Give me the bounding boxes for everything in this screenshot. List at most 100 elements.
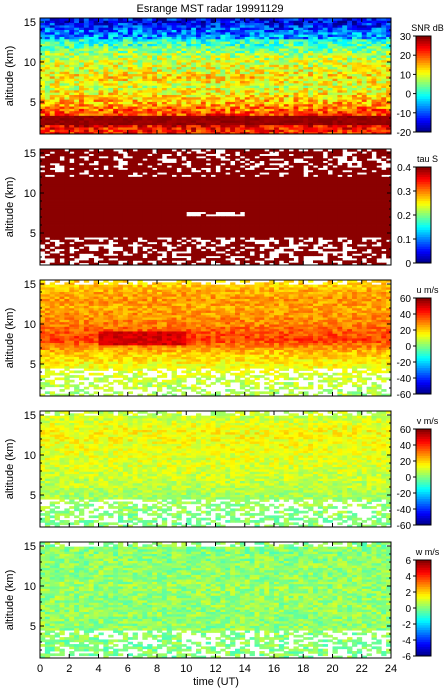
heatmap-cell (220, 41, 226, 44)
heatmap-cell (313, 92, 319, 95)
heatmap-cell (386, 62, 392, 65)
heatmap-cell (283, 122, 290, 126)
heatmap-cell (142, 115, 148, 119)
heatmap-cell (342, 36, 348, 40)
heatmap-cell (278, 69, 285, 72)
heatmap-cell (137, 232, 143, 236)
heatmap-cell (239, 57, 246, 61)
heatmap-cell (381, 127, 387, 130)
heatmap-cell (239, 260, 246, 264)
heatmap-cell (196, 20, 202, 24)
heatmap-cell (98, 20, 104, 24)
heatmap-cell (366, 31, 372, 35)
heatmap-cell (225, 108, 231, 112)
heatmap-cell (356, 85, 363, 88)
heatmap-cell (122, 209, 129, 213)
heatmap-cell (303, 211, 309, 215)
heatmap-cell (283, 66, 290, 70)
heatmap-cell (298, 225, 304, 229)
heatmap-cell (200, 225, 207, 229)
heatmap-cell (308, 22, 314, 26)
heatmap-cell (317, 103, 324, 107)
heatmap-cell (54, 18, 60, 21)
heatmap-cell (303, 127, 309, 130)
heatmap-cell (215, 66, 221, 70)
heatmap-cell (98, 45, 104, 49)
heatmap-cell (40, 120, 46, 123)
heatmap-cell (152, 57, 158, 61)
heatmap-cell (127, 55, 134, 58)
heatmap-cell (196, 124, 202, 128)
heatmap-cell (171, 230, 177, 233)
heatmap-cell (327, 225, 333, 229)
heatmap-cell (83, 59, 90, 63)
heatmap-cell (166, 218, 173, 222)
heatmap-cell (181, 64, 187, 68)
heatmap-cell (176, 218, 182, 222)
heatmap-cell (356, 108, 363, 112)
heatmap-cell (230, 251, 236, 254)
heatmap-cell (103, 225, 109, 229)
heatmap-cell (74, 220, 80, 224)
heatmap-cell (361, 255, 368, 259)
heatmap-cell (64, 96, 70, 100)
heatmap-cell (283, 115, 290, 119)
heatmap-cell (118, 251, 124, 254)
colorbar-segment (416, 69, 431, 73)
heatmap-cell (235, 69, 241, 72)
heatmap-cell (322, 85, 329, 88)
heatmap-cell (93, 22, 99, 26)
heatmap-cell (254, 220, 260, 224)
heatmap-cell (293, 59, 299, 63)
heatmap-cell (215, 36, 221, 40)
heatmap-cell (264, 22, 270, 26)
heatmap-cell (152, 127, 158, 130)
heatmap-cell (269, 73, 275, 77)
heatmap-cell (200, 50, 207, 54)
heatmap-cell (230, 96, 236, 100)
heatmap-cell (239, 45, 246, 49)
heatmap-cell (313, 24, 319, 28)
heatmap-cell (152, 103, 158, 107)
heatmap-cell (103, 223, 109, 226)
heatmap-cell (74, 78, 80, 82)
heatmap-cell (288, 232, 294, 236)
heatmap-cell (103, 52, 109, 56)
heatmap-cell (108, 262, 114, 266)
heatmap-cell (220, 80, 226, 84)
heatmap-cell (225, 38, 231, 42)
heatmap-cell (108, 211, 114, 215)
heatmap-cell (264, 71, 270, 75)
heatmap-cell (152, 239, 158, 243)
colorbar-segment (416, 117, 431, 121)
heatmap-cell (322, 127, 329, 130)
heatmap-cell (313, 213, 319, 217)
heatmap-cell (40, 71, 46, 75)
heatmap-cell (103, 113, 109, 116)
heatmap-cell (74, 127, 80, 130)
heatmap-cell (342, 131, 348, 135)
heatmap-cell (83, 99, 90, 102)
heatmap-cell (69, 80, 75, 84)
heatmap-cell (259, 108, 265, 112)
heatmap-cell (64, 43, 70, 47)
heatmap-cell (337, 218, 343, 222)
heatmap-cell (59, 225, 65, 229)
heatmap-cell (264, 64, 270, 68)
heatmap-cell (366, 227, 372, 231)
heatmap-cell (176, 80, 182, 84)
heatmap-cell (142, 211, 148, 215)
heatmap-cell (254, 122, 260, 126)
heatmap-cell (317, 246, 324, 250)
heatmap-cell (371, 20, 377, 24)
heatmap-cell (283, 211, 290, 215)
heatmap-cell (220, 108, 226, 112)
heatmap-cell (264, 113, 270, 116)
heatmap-cell (147, 248, 153, 252)
heatmap-cell (93, 129, 99, 133)
heatmap-cell (327, 129, 333, 133)
heatmap-cell (254, 76, 260, 79)
heatmap-cell (239, 220, 246, 224)
heatmap-cell (254, 78, 260, 82)
heatmap-cell (361, 115, 368, 119)
